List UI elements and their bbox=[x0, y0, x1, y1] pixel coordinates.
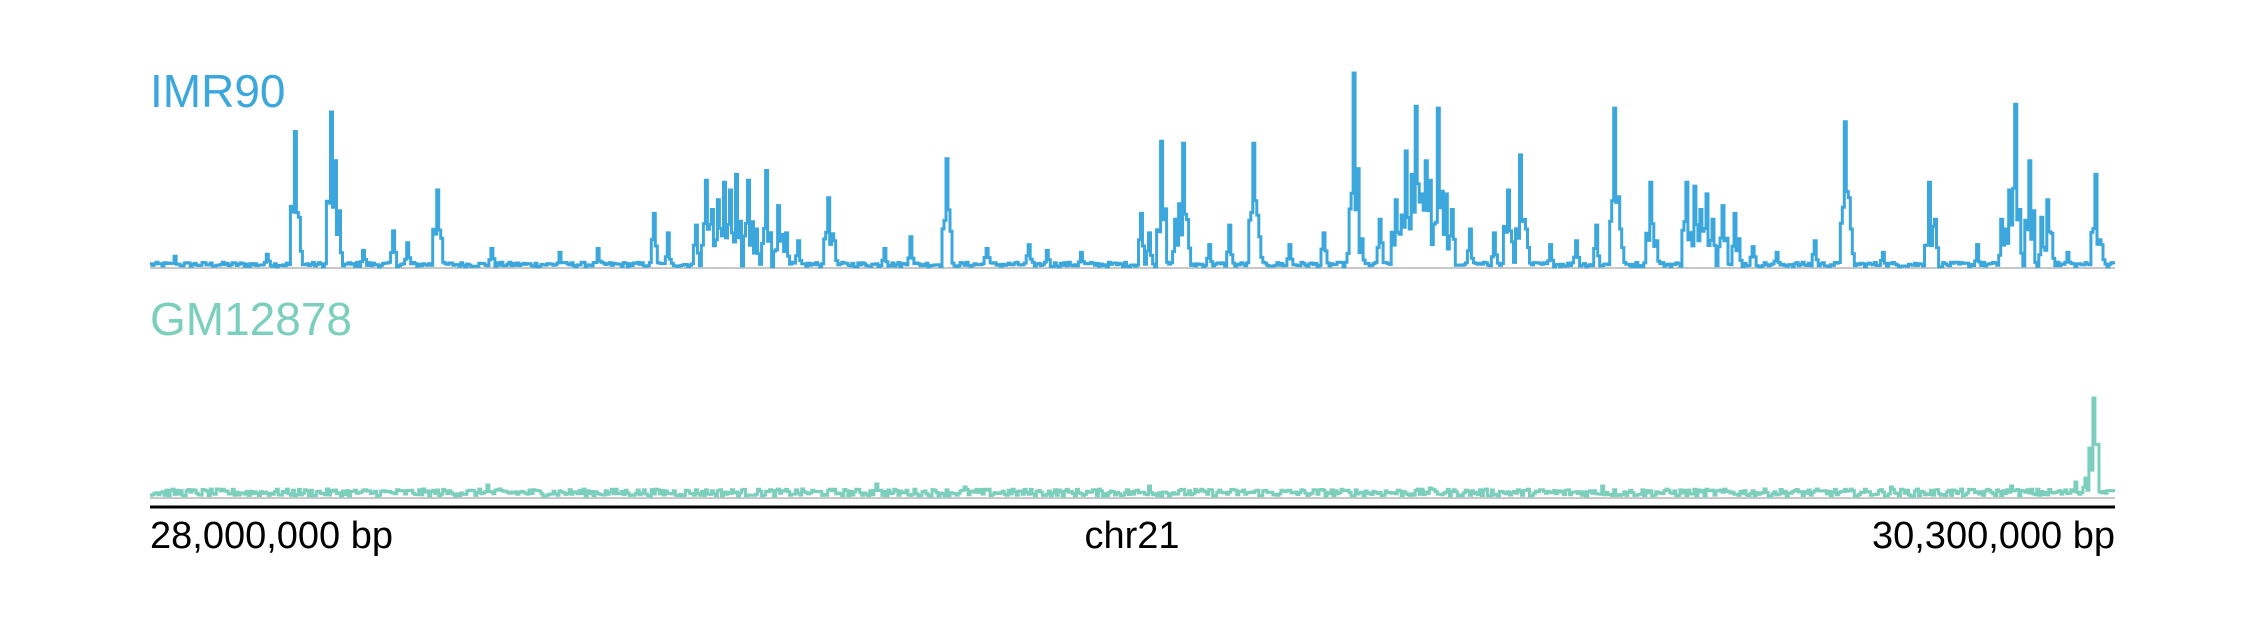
x-tick-label-chromosome: chr21 bbox=[1084, 515, 1179, 557]
track-label-gm12878: GM12878 bbox=[150, 293, 352, 345]
track-imr90 bbox=[150, 71, 2115, 269]
track-label-imr90: IMR90 bbox=[150, 65, 285, 117]
x-tick-label-end: 30,300,000 bp bbox=[1872, 515, 2115, 557]
signal-line-imr90 bbox=[150, 71, 2115, 269]
x-tick-label-start: 28,000,000 bp bbox=[150, 515, 393, 557]
signal-line-gm12878 bbox=[150, 396, 2115, 498]
track-gm12878 bbox=[150, 396, 2115, 499]
